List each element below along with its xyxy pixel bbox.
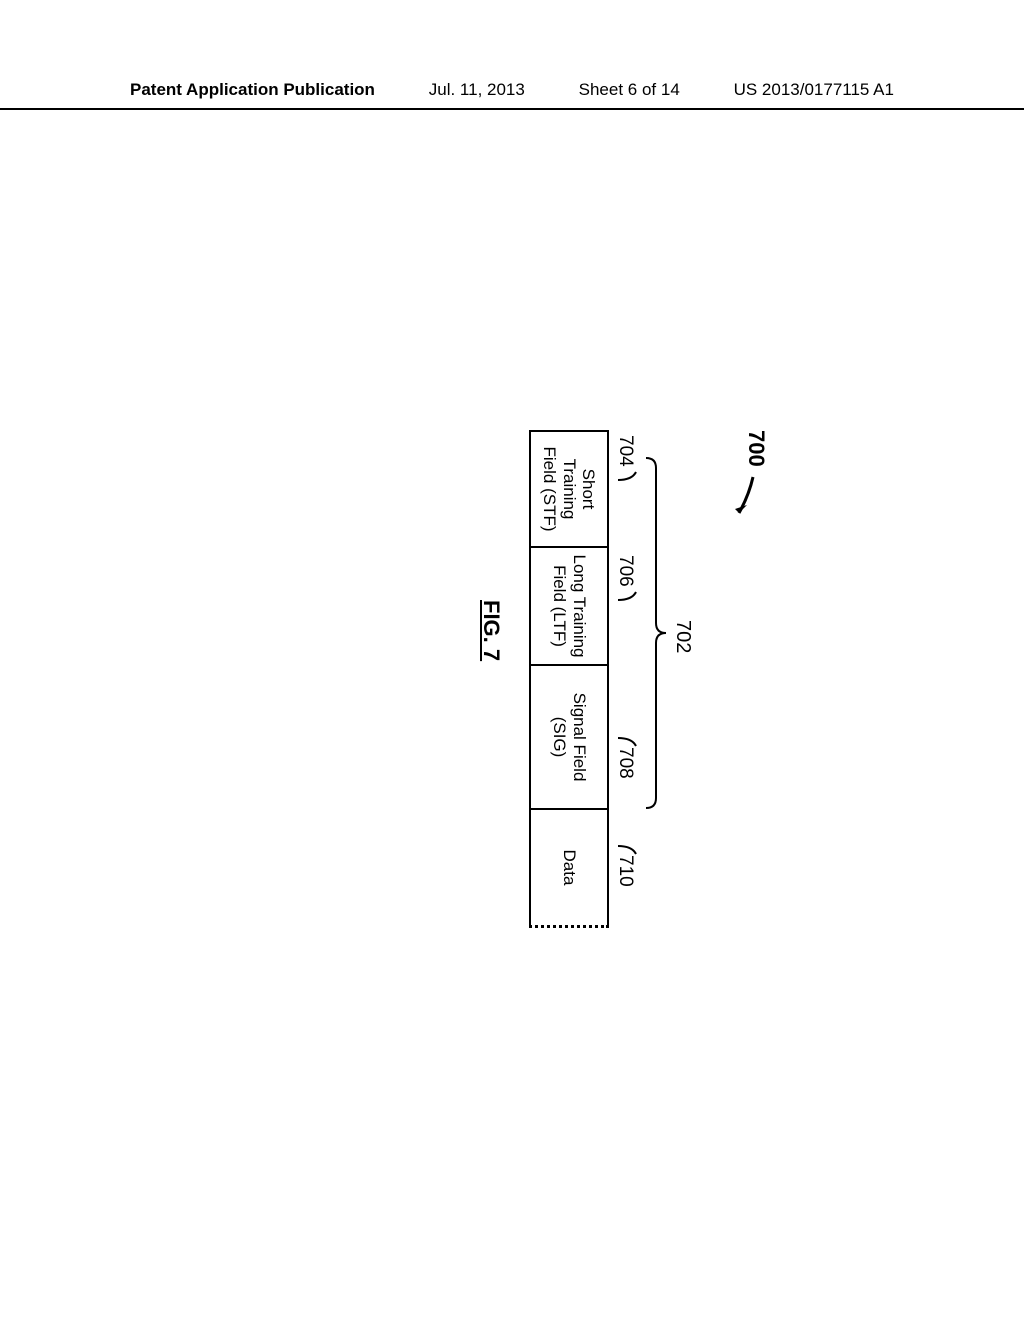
ref-702: 702: [671, 620, 694, 653]
arrow-icon: [732, 475, 757, 525]
hook-icon: [616, 470, 638, 486]
rotated-wrapper: 700 702 704 706 708 710 Short Trainin: [139, 375, 779, 895]
field-data: Data: [529, 810, 609, 928]
field-sig-line1: Signal Field (SIG): [549, 672, 588, 802]
figure-label: FIG. 7: [478, 600, 504, 661]
ref-706: 706: [614, 555, 636, 587]
field-stf-line1: Short Training: [559, 438, 598, 540]
ref-710: 710: [614, 855, 636, 887]
brace-icon: [644, 453, 674, 813]
field-stf-line2: Field (STF): [540, 438, 560, 540]
field-ltf-line2: Field (LTF): [549, 554, 569, 657]
figure-7-diagram: 700 702 704 706 708 710 Short Trainin: [139, 375, 779, 895]
field-stf: Short Training Field (STF): [529, 430, 609, 548]
field-sig: Signal Field (SIG): [529, 666, 609, 810]
field-ltf-line1: Long Training: [569, 554, 589, 657]
ref-708: 708: [614, 747, 636, 779]
header-pubno: US 2013/0177115 A1: [734, 80, 894, 100]
reference-labels-row: 704 706 708 710: [612, 430, 636, 875]
header-date: Jul. 11, 2013: [429, 80, 525, 100]
header-sheet: Sheet 6 of 14: [579, 80, 680, 100]
ref-704: 704: [614, 435, 636, 467]
ref-700: 700: [743, 430, 769, 467]
field-ltf: Long Training Field (LTF): [529, 548, 609, 666]
hook-icon: [616, 840, 638, 856]
header-publication: Patent Application Publication: [130, 80, 375, 100]
hook-icon: [616, 590, 638, 606]
hook-icon: [616, 732, 638, 748]
field-data-line1: Data: [559, 850, 579, 886]
page-header: Patent Application Publication Jul. 11, …: [0, 80, 1024, 110]
packet-row: Short Training Field (STF) Long Training…: [529, 430, 609, 928]
